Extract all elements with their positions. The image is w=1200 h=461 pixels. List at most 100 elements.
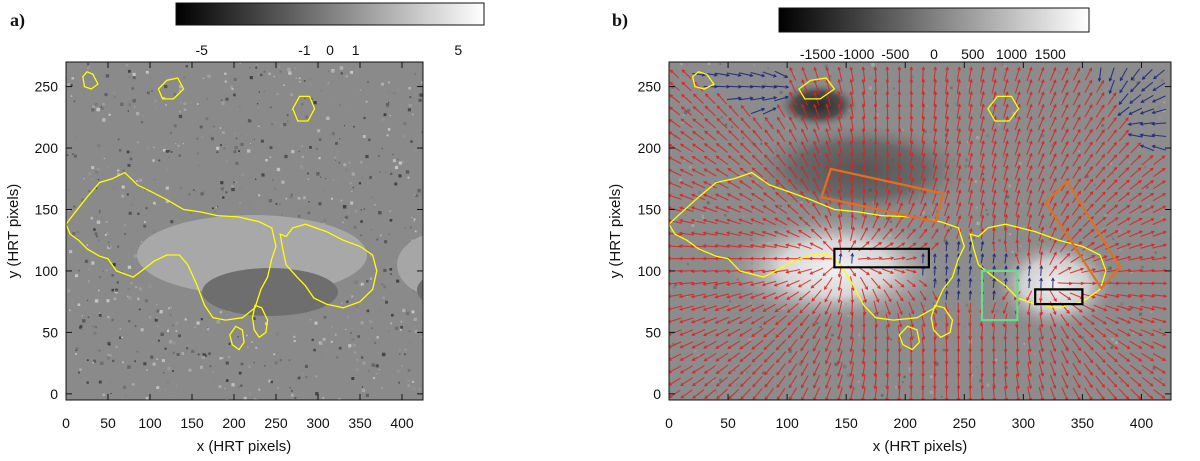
field-vector bbox=[826, 79, 831, 94]
noise-speck bbox=[132, 398, 135, 400]
field-vector bbox=[1140, 294, 1155, 297]
field-vector bbox=[789, 79, 797, 94]
field-vector-head bbox=[797, 283, 802, 288]
noise-speck bbox=[1154, 251, 1157, 254]
field-vector bbox=[862, 349, 866, 364]
field-vector-head bbox=[691, 143, 696, 148]
noise-speck bbox=[752, 181, 756, 185]
field-vector bbox=[726, 245, 741, 248]
field-vector-head bbox=[1028, 213, 1033, 218]
field-vector-head bbox=[1052, 79, 1057, 84]
field-vector-head bbox=[1004, 373, 1008, 378]
noise-speck bbox=[413, 148, 417, 153]
field-vector-head bbox=[762, 192, 767, 196]
field-vector bbox=[1040, 265, 1042, 277]
field-vector-head bbox=[1114, 346, 1119, 350]
noise-speck bbox=[86, 63, 90, 66]
noise-speck bbox=[1124, 327, 1126, 329]
noise-speck bbox=[283, 122, 287, 127]
field-vector bbox=[739, 193, 753, 202]
field-vector bbox=[1129, 205, 1142, 214]
noise-speck bbox=[106, 356, 110, 360]
field-vector-head bbox=[837, 360, 841, 365]
field-vector-head bbox=[738, 320, 743, 324]
field-vector bbox=[869, 267, 882, 275]
field-vector-head bbox=[849, 385, 853, 390]
noise-speck bbox=[687, 108, 691, 113]
noise-speck bbox=[345, 168, 349, 172]
noise-speck bbox=[720, 116, 723, 119]
field-vector bbox=[1093, 242, 1107, 251]
field-vector-head bbox=[945, 103, 950, 108]
field-vector bbox=[1049, 374, 1056, 389]
field-vector-head bbox=[740, 104, 745, 109]
field-vector-head bbox=[1004, 385, 1008, 390]
noise-speck bbox=[935, 362, 939, 366]
field-vector-head bbox=[1162, 370, 1167, 374]
field-vector bbox=[1095, 179, 1106, 191]
field-vector-head bbox=[1114, 191, 1118, 196]
field-vector bbox=[873, 300, 878, 315]
noise-speck bbox=[305, 115, 309, 119]
field-vector-head bbox=[764, 371, 768, 376]
field-vector-head bbox=[739, 370, 744, 375]
field-vector bbox=[1152, 269, 1167, 272]
field-vector-head bbox=[669, 69, 674, 74]
field-vector-head bbox=[749, 96, 754, 101]
field-vector bbox=[1060, 227, 1070, 241]
field-vector bbox=[1038, 239, 1044, 254]
field-vector-head bbox=[861, 90, 866, 95]
field-vector-head bbox=[1028, 177, 1033, 182]
noise-speck bbox=[100, 106, 102, 108]
noise-speck bbox=[127, 295, 129, 297]
field-vector bbox=[957, 302, 960, 313]
field-vector bbox=[739, 340, 752, 350]
field-vector-head bbox=[861, 348, 866, 353]
field-vector-head bbox=[993, 164, 997, 169]
field-vector-head bbox=[968, 397, 973, 400]
field-vector-head bbox=[992, 253, 997, 257]
noise-speck bbox=[141, 114, 143, 116]
field-vector-head bbox=[1065, 360, 1069, 365]
field-vector-head bbox=[749, 269, 754, 274]
field-vector-head bbox=[1053, 153, 1057, 158]
field-vector bbox=[1096, 80, 1105, 93]
noise-speck bbox=[409, 96, 412, 99]
noise-speck bbox=[169, 395, 171, 398]
field-vector-head bbox=[1149, 382, 1154, 387]
noise-speck bbox=[308, 82, 312, 86]
field-vector bbox=[1072, 350, 1081, 364]
noise-speck bbox=[107, 246, 110, 249]
field-vector bbox=[886, 165, 889, 180]
field-vector-head bbox=[909, 361, 914, 366]
field-vector-head bbox=[1108, 77, 1113, 82]
noise-speck bbox=[237, 336, 239, 338]
field-vector-head bbox=[1017, 115, 1021, 120]
field-vector bbox=[909, 165, 914, 180]
panel-a-bright-penumbra-right bbox=[397, 235, 423, 295]
field-vector-head bbox=[993, 127, 997, 133]
noise-speck bbox=[81, 328, 83, 330]
field-vector bbox=[850, 386, 855, 400]
x-tick-label: 300 bbox=[1012, 415, 1036, 431]
field-vector bbox=[1003, 67, 1009, 82]
field-vector-head bbox=[1003, 361, 1008, 366]
field-vector bbox=[944, 165, 949, 180]
noise-speck bbox=[335, 334, 337, 336]
noise-speck bbox=[1001, 63, 1004, 66]
field-vector bbox=[762, 231, 777, 237]
noise-speck bbox=[922, 304, 926, 308]
noise-speck bbox=[831, 334, 834, 337]
field-vector bbox=[1106, 375, 1118, 388]
field-vector-head bbox=[1065, 227, 1070, 232]
field-vector bbox=[991, 104, 997, 119]
field-vector bbox=[716, 143, 728, 153]
noise-speck bbox=[87, 280, 90, 283]
field-vector-head bbox=[1137, 142, 1142, 147]
colorbar-tick-label: -1500 bbox=[800, 46, 836, 62]
field-vector bbox=[1004, 214, 1008, 229]
field-vector-head bbox=[981, 66, 985, 71]
field-vector bbox=[991, 128, 997, 143]
field-vector-head bbox=[1137, 395, 1142, 400]
field-vector-head bbox=[1089, 153, 1093, 158]
